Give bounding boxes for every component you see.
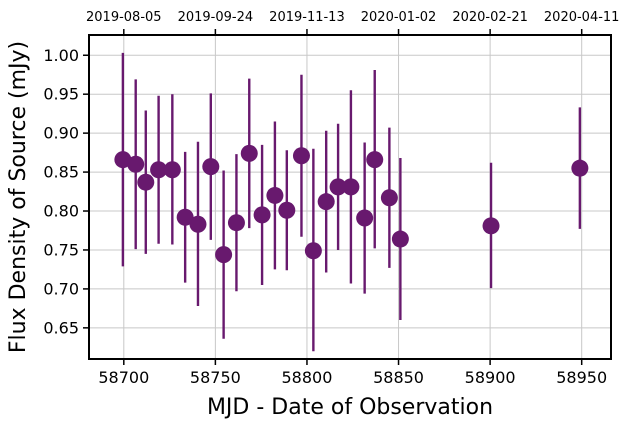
data-point — [391, 230, 409, 248]
data-point — [356, 209, 374, 227]
y-tick-label: 0.65 — [43, 318, 79, 337]
top-date-label: 2019-09-24 — [178, 10, 254, 25]
data-point — [227, 214, 245, 232]
x-tick-label: 58700 — [98, 368, 149, 387]
top-date-label: 2020-01-02 — [361, 10, 437, 25]
top-date-label: 2020-04-11 — [544, 10, 620, 25]
data-point — [253, 206, 271, 224]
y-tick-label: 0.75 — [43, 240, 79, 259]
top-date-label: 2019-11-13 — [269, 10, 345, 25]
x-tick-label: 58750 — [190, 368, 241, 387]
data-point — [215, 246, 233, 264]
data-point — [137, 173, 155, 191]
data-point — [366, 151, 384, 169]
x-tick-label: 58900 — [465, 368, 516, 387]
data-point — [380, 189, 398, 207]
y-tick-label: 1.00 — [43, 46, 79, 65]
data-point — [163, 161, 181, 179]
x-tick-label: 58950 — [556, 368, 607, 387]
data-point — [240, 144, 258, 162]
y-axis-label: Flux Density of Source (mJy) — [6, 41, 31, 353]
top-date-label: 2020-02-21 — [452, 10, 528, 25]
x-tick-label: 58850 — [373, 368, 424, 387]
data-point — [342, 178, 360, 196]
y-tick-label: 0.80 — [43, 202, 79, 221]
data-point — [127, 155, 145, 173]
data-point — [317, 193, 335, 211]
data-point — [482, 217, 500, 235]
data-point — [329, 178, 347, 196]
x-axis-label: MJD - Date of Observation — [207, 395, 493, 420]
data-point — [202, 158, 220, 176]
data-point — [266, 186, 284, 204]
y-tick-label: 0.90 — [43, 124, 79, 143]
y-tick-label: 0.85 — [43, 163, 79, 182]
marks-layer — [114, 52, 589, 352]
top-date-label: 2019-08-05 — [86, 10, 162, 25]
data-point — [571, 159, 589, 177]
ticks-layer: 58700 58750 58800 58850 58900 58950 0.65 0.70 0.… — [43, 10, 619, 387]
plot-frame — [88, 34, 612, 360]
data-point — [304, 242, 322, 260]
data-point — [189, 215, 207, 233]
data-point — [278, 201, 296, 219]
x-tick-label: 58800 — [282, 368, 333, 387]
y-tick-label: 0.70 — [43, 279, 79, 298]
data-point — [114, 151, 132, 169]
y-tick-label: 0.95 — [43, 85, 79, 104]
data-point — [150, 161, 168, 179]
data-point — [176, 208, 194, 226]
data-point — [292, 147, 310, 165]
